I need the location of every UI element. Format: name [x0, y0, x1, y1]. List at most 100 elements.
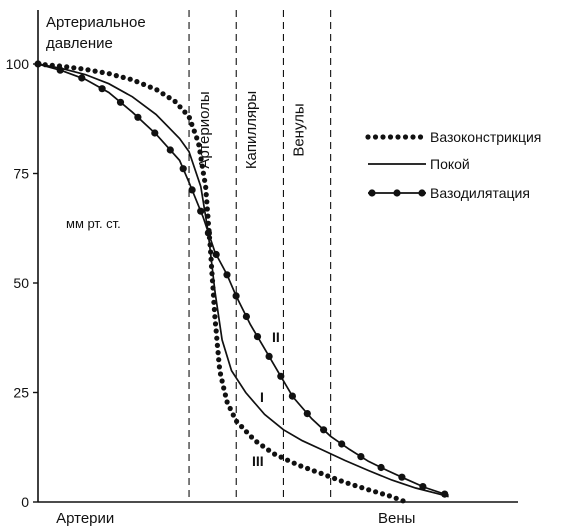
series-point-vasodilation [197, 207, 205, 215]
series-point-vasoconstriction [200, 170, 206, 176]
legend-marker-dotted [372, 134, 379, 140]
series-point-vasoconstriction [141, 81, 147, 87]
series-point-vasoconstriction [318, 470, 324, 476]
series-point-vasodilation [223, 271, 231, 279]
series-point-vasoconstriction [305, 465, 311, 472]
legend-label: Вазоконстрикция [430, 129, 541, 145]
series-point-vasodilation [265, 352, 273, 360]
series-point-vasodilation [441, 490, 449, 498]
series-point-vasoconstriction [198, 156, 204, 162]
series-point-vasoconstriction [386, 493, 392, 499]
series-point-vasoconstriction [177, 104, 183, 110]
series-point-vasoconstriction [373, 489, 379, 495]
series-point-vasoconstriction [400, 498, 406, 504]
series-point-vasoconstriction [212, 314, 218, 320]
series-point-vasoconstriction [278, 454, 284, 460]
series-point-vasoconstriction [204, 206, 210, 212]
series-point-vasoconstriction [215, 350, 221, 356]
series-point-vasoconstriction [92, 68, 98, 74]
series-point-vasoconstriction [266, 447, 272, 453]
legend-marker-dotted [417, 134, 424, 140]
series-point-vasoconstriction [78, 66, 84, 72]
series-point-vasodilation [204, 229, 212, 237]
series-point-vasodilation [116, 98, 125, 106]
series-point-vasoconstriction [154, 87, 160, 93]
series-point-vasodilation [34, 60, 42, 68]
series-point-vasodilation [253, 333, 262, 341]
series-point-vasoconstriction [85, 67, 91, 73]
legend-label: Покой [430, 156, 470, 172]
series-point-vasoconstriction [204, 199, 210, 205]
series-point-vasoconstriction [134, 79, 140, 85]
series-point-vasoconstriction [272, 451, 278, 457]
series-point-vasoconstriction [332, 475, 338, 482]
series-point-vasoconstriction [311, 468, 317, 474]
series-point-vasoconstriction [216, 357, 222, 363]
region-label: Капилляры [243, 91, 260, 169]
series-point-vasoconstriction [106, 71, 112, 77]
series-point-vasodilation [338, 440, 346, 448]
series-point-vasoconstriction [166, 95, 172, 101]
series-point-vasoconstriction [219, 378, 225, 384]
series-point-vasoconstriction [213, 328, 219, 334]
series-point-vasoconstriction [285, 457, 291, 463]
legend-label: Вазодилятация [430, 185, 530, 201]
series-point-vasoconstriction [186, 115, 192, 121]
series-point-vasoconstriction [221, 385, 227, 391]
series-point-vasodilation [232, 292, 240, 300]
series-point-vasoconstriction [99, 69, 105, 75]
series-point-vasodilation [419, 483, 427, 491]
series-point-vasoconstriction [127, 76, 133, 82]
title: Артериальное давление [46, 14, 146, 52]
series-point-vasoconstriction [197, 149, 203, 155]
series-point-vasodilation [377, 463, 385, 472]
region-label: Артериолы [196, 91, 213, 168]
x-labels: Артерии Вены [56, 510, 415, 527]
region-label: Венулы [290, 103, 307, 156]
series-point-vasoconstriction [203, 192, 209, 198]
legend-marker-dot [418, 189, 426, 197]
series-point-vasoconstriction [202, 177, 208, 183]
series-point-vasodilation [151, 129, 159, 137]
series-point-vasoconstriction [222, 392, 228, 398]
series-point-vasodilation [357, 453, 365, 461]
series-point-vasoconstriction [189, 121, 195, 127]
series-point-vasoconstriction [243, 429, 250, 435]
series-numeral: III [252, 453, 264, 469]
series-point-vasoconstriction [113, 73, 119, 79]
y-tick-label: 0 [21, 494, 29, 510]
legend-marker-dotted [365, 134, 371, 140]
series-point-vasoconstriction [230, 412, 236, 418]
series-point-vasoconstriction [196, 142, 202, 148]
series-point-vasoconstriction [212, 321, 219, 327]
series-point-vasodilation [288, 392, 296, 400]
series-point-vasodilation [303, 410, 311, 418]
series-point-vasoconstriction [366, 487, 372, 493]
series-point-vasoconstriction [199, 163, 205, 169]
series-point-vasoconstriction [352, 482, 358, 489]
series-point-vasoconstriction [393, 495, 399, 501]
legend-marker-dot [368, 189, 376, 197]
unit-label: мм рт. ст. [66, 216, 121, 231]
series-point-vasoconstriction [298, 463, 304, 469]
series-numeral: II [272, 329, 280, 345]
series-point-vasoconstriction [338, 478, 344, 484]
series-point-vasoconstriction [216, 364, 222, 370]
y-tick-label: 50 [13, 275, 29, 291]
legend-marker-dotted [387, 134, 394, 140]
series-point-vasoconstriction [239, 424, 245, 430]
y-tick-label: 75 [13, 166, 29, 182]
series-point-vasoconstriction [227, 405, 233, 412]
series-point-vasoconstriction [359, 485, 365, 491]
series-point-vasoconstriction [325, 473, 331, 479]
legend-marker-dotted [402, 134, 409, 140]
series-point-vasodilation [212, 250, 220, 259]
series-point-vasoconstriction [203, 184, 209, 190]
series-point-vasoconstriction [182, 109, 188, 115]
series-point-vasodilation [277, 372, 285, 380]
x-label: Вены [378, 510, 415, 527]
series-point-vasodilation [398, 473, 406, 481]
y-tick-label: 25 [13, 385, 29, 401]
